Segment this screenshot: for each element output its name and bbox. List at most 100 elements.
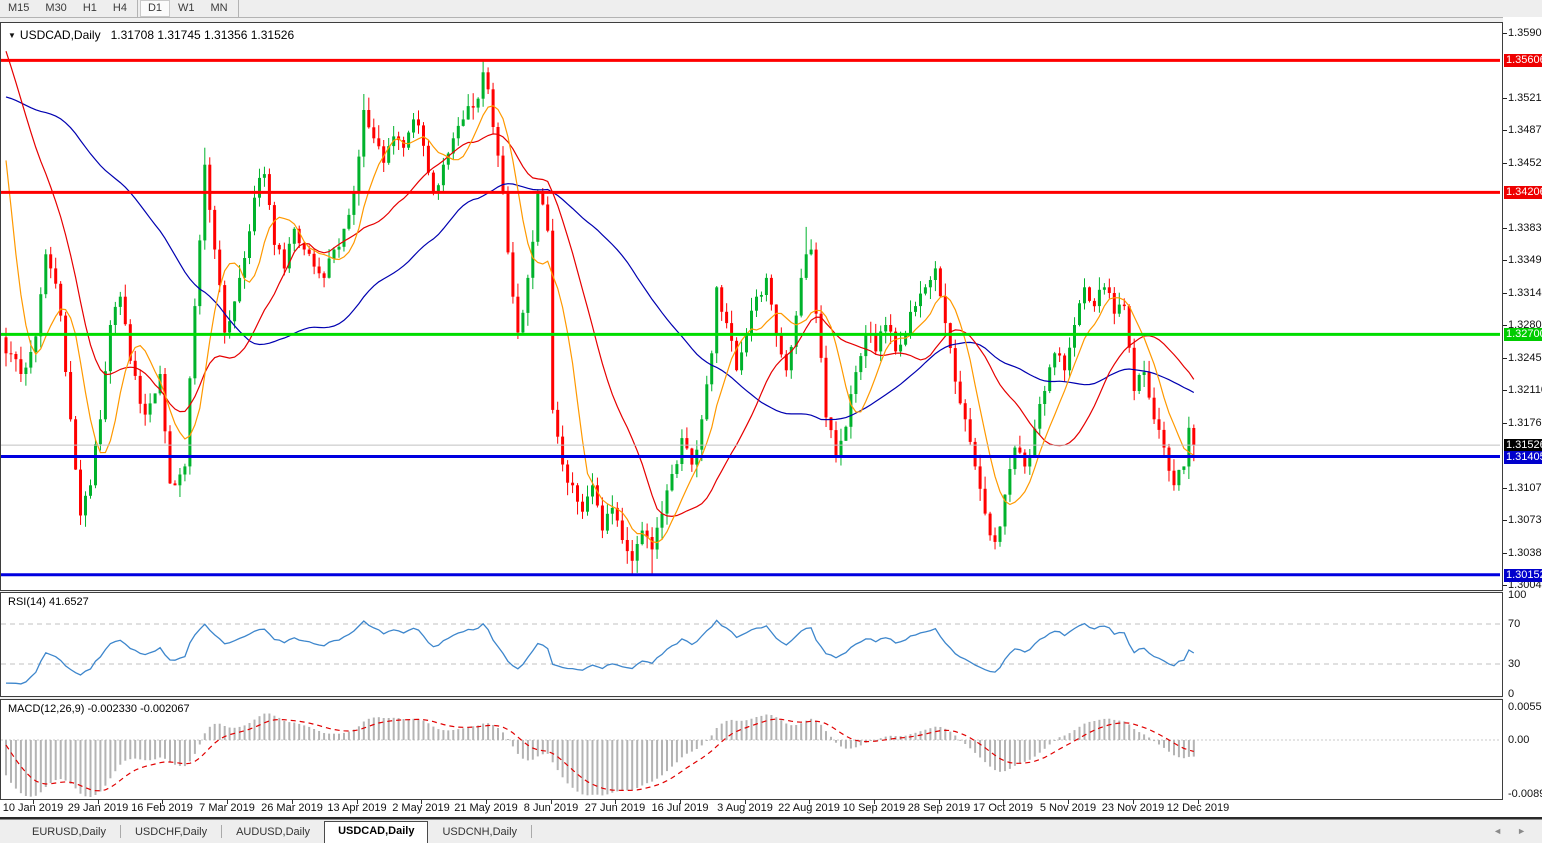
date-axis-label: 13 Apr 2019 — [327, 802, 387, 814]
date-axis-tick — [292, 800, 293, 804]
timeframe-toolbar: M15 M30 H1 H4 D1 W1 MN — [0, 0, 1542, 18]
date-axis-label: 22 Aug 2019 — [778, 802, 840, 814]
date-axis-label: 8 Jun 2019 — [523, 802, 579, 814]
price-axis-label: 1.31070 — [1508, 482, 1542, 494]
tab-separator — [221, 825, 223, 838]
date-axis-tick — [615, 800, 616, 804]
candlestick-chart-canvas[interactable] — [1, 23, 1500, 588]
date-axis-tick — [421, 800, 422, 804]
timeframe-button-W1[interactable]: W1 — [178, 2, 195, 14]
price-axis-label: 1.33140 — [1508, 287, 1542, 299]
rsi-axis-label: 0 — [1508, 688, 1515, 700]
date-axis-label: 29 Jan 2019 — [67, 802, 129, 814]
toolbar-separator — [237, 0, 239, 17]
timeframe-button-H4[interactable]: H4 — [112, 2, 127, 14]
chart-ohlc-values: 1.31708 1.31745 1.31356 1.31526 — [110, 28, 295, 42]
date-axis-border — [0, 817, 1542, 819]
price-level-tag: 1.32700 — [1504, 328, 1542, 341]
tab-separator — [531, 825, 533, 838]
price-axis-label: 1.33490 — [1508, 254, 1542, 266]
date-axis-tick — [874, 800, 875, 804]
tab-USDCAD-Daily[interactable]: USDCAD,Daily — [324, 821, 429, 843]
price-axis-label: 1.30380 — [1508, 547, 1542, 559]
price-axis-tick — [1503, 293, 1507, 294]
main-price-chart[interactable]: ▼ USDCAD,Daily 1.31708 1.31745 1.31356 1.3… — [0, 22, 1503, 591]
date-axis-tick — [1003, 800, 1004, 804]
price-level-tag: 1.31526 — [1504, 439, 1542, 452]
date-axis-tick — [98, 800, 99, 804]
price-axis-tick — [1503, 163, 1507, 164]
macd-indicator-panel[interactable]: MACD(12,26,9) -0.002330 -0.002067 — [0, 699, 1503, 800]
price-level-tag: 1.30152 — [1504, 569, 1542, 582]
tab-scroll-right-icon[interactable]: ► — [1517, 826, 1526, 836]
price-axis-label: 1.34520 — [1508, 157, 1542, 169]
rsi-label: RSI(14) 41.6527 — [8, 596, 89, 608]
price-axis-tick — [1503, 228, 1507, 229]
date-axis-label: 7 Mar 2019 — [199, 802, 255, 814]
timeframe-button-MN[interactable]: MN — [210, 2, 228, 14]
date-axis-tick — [227, 800, 228, 804]
timeframe-button-D1[interactable]: D1 — [139, 0, 170, 17]
timeframe-button-M15[interactable]: M15 — [8, 2, 30, 14]
date-axis-label: 26 Mar 2019 — [261, 802, 323, 814]
date-axis-label: 10 Sep 2019 — [842, 802, 906, 814]
date-axis-label: 23 Nov 2019 — [1101, 802, 1165, 814]
date-axis-label: 16 Feb 2019 — [131, 802, 193, 814]
macd-label: MACD(12,26,9) -0.002330 -0.002067 — [8, 703, 190, 715]
date-axis-tick — [1198, 800, 1199, 804]
date-axis-tick — [486, 800, 487, 804]
dropdown-triangle-icon[interactable]: ▼ — [8, 31, 16, 40]
price-axis-tick — [1503, 553, 1507, 554]
price-axis-label: 1.34870 — [1508, 124, 1542, 136]
date-axis-label: 17 Oct 2019 — [973, 802, 1033, 814]
rsi-indicator-panel[interactable]: RSI(14) 41.6527 — [0, 592, 1503, 697]
price-axis-tick — [1503, 260, 1507, 261]
date-axis-tick — [939, 800, 940, 804]
date-axis-tick — [680, 800, 681, 804]
date-axis-label: 5 Nov 2019 — [1039, 802, 1097, 814]
price-level-tag: 1.34206 — [1504, 186, 1542, 199]
price-axis-label: 1.30040 — [1508, 579, 1542, 591]
tab-USDCNH-Daily[interactable]: USDCNH,Daily — [442, 826, 518, 838]
price-axis-tick — [1503, 423, 1507, 424]
macd-axis-label: -0.008935 — [1508, 788, 1542, 800]
chart-title: ▼ USDCAD,Daily 1.31708 1.31745 1.31356 1.3… — [8, 28, 294, 42]
timeframe-button-H1[interactable]: H1 — [82, 2, 97, 14]
rsi-axis-label: 30 — [1508, 658, 1521, 670]
price-axis-label: 1.32110 — [1508, 384, 1542, 396]
price-axis-label: 1.33830 — [1508, 222, 1542, 234]
macd-chart-canvas[interactable] — [1, 700, 1500, 797]
symbol-tab-bar: EURUSD,Daily USDCHF,Daily AUDUSD,Daily USDC… — [0, 819, 1542, 843]
price-axis[interactable] — [1503, 17, 1542, 818]
macd-axis-label: 0.00 — [1508, 734, 1530, 746]
date-axis-tick — [357, 800, 358, 804]
price-axis-label: 1.35900 — [1508, 27, 1542, 39]
date-axis-label: 27 Jun 2019 — [584, 802, 646, 814]
date-axis-label: 2 May 2019 — [392, 802, 450, 814]
tab-AUDUSD-Daily[interactable]: AUDUSD,Daily — [236, 826, 311, 838]
price-axis-tick — [1503, 130, 1507, 131]
tab-scroll-left-icon[interactable]: ◄ — [1493, 826, 1502, 836]
date-axis-tick — [745, 800, 746, 804]
tab-USDCHF-Daily[interactable]: USDCHF,Daily — [134, 826, 208, 838]
timeframe-button-M30[interactable]: M30 — [45, 2, 67, 14]
rsi-chart-canvas[interactable] — [1, 593, 1500, 694]
tab-EURUSD-Daily[interactable]: EURUSD,Daily — [32, 826, 106, 838]
price-axis-label: 1.30730 — [1508, 514, 1542, 526]
tab-separator — [119, 825, 121, 838]
date-axis-label: 16 Jul 2019 — [651, 802, 709, 814]
rsi-axis-label: 70 — [1508, 618, 1521, 630]
date-axis[interactable] — [0, 800, 1542, 817]
date-axis-label: 10 Jan 2019 — [2, 802, 64, 814]
date-axis-label: 12 Dec 2019 — [1166, 802, 1230, 814]
price-axis-tick — [1503, 33, 1507, 34]
price-axis-tick — [1503, 520, 1507, 521]
price-level-tag: 1.35606 — [1504, 54, 1542, 67]
macd-axis-label: 0.005512 — [1508, 701, 1542, 713]
price-axis-label: 1.32450 — [1508, 352, 1542, 364]
toolbar-separator — [136, 0, 138, 17]
date-axis-tick — [809, 800, 810, 804]
price-axis-label: 1.35210 — [1508, 92, 1542, 104]
rsi-axis-label: 100 — [1508, 589, 1527, 601]
